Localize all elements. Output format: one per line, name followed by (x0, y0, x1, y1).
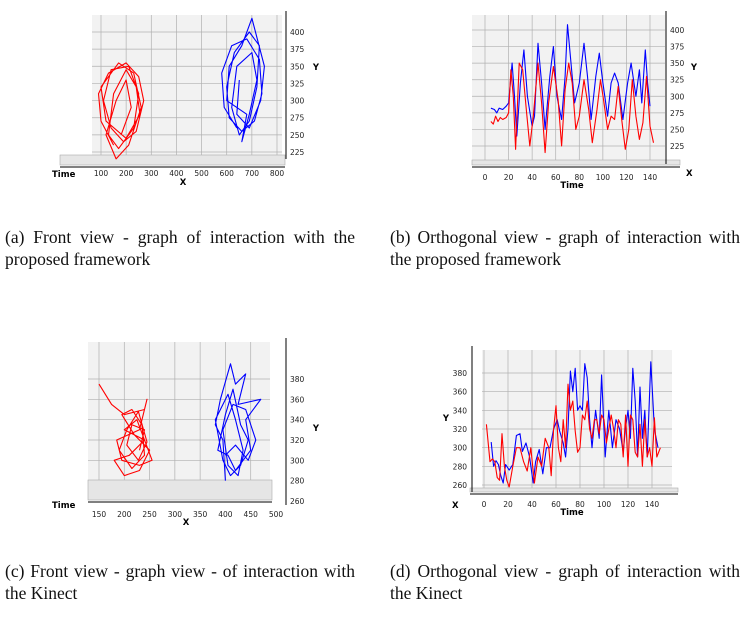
x-tick-label: 60 (551, 500, 561, 509)
x-tick-label: 500 (194, 169, 209, 178)
y-tick-label: 340 (453, 406, 468, 415)
y-axis-label: Y (312, 424, 320, 434)
x-tick-label: 120 (621, 500, 636, 509)
x-tick-label: 20 (503, 500, 513, 509)
x-tick-label: 100 (596, 173, 611, 182)
y-tick-label: 280 (290, 477, 305, 486)
y-tick-label: 380 (290, 375, 305, 384)
y-tick-label: 300 (290, 97, 305, 106)
chart-a: 100 200 300 400 500 600 700 800 225 250 275 300 325 3… (52, 11, 320, 188)
x-tick-label: 40 (527, 500, 537, 509)
x-tick-label: 120 (619, 173, 634, 182)
x-axis-label: Time (560, 181, 584, 191)
x-tick-label: 0 (482, 500, 487, 509)
x-tick-label: 20 (504, 173, 514, 182)
y-axis-label: Y (442, 414, 450, 424)
x-tick-label: 300 (168, 510, 183, 519)
y-tick-label: 225 (290, 148, 305, 157)
y-tick-label: 260 (290, 497, 305, 506)
x-tick-label: 150 (92, 510, 107, 519)
floor-pane (59, 154, 286, 166)
chart-c: 150 200 250 300 350 400 450 500 260 280 300 320 340 3… (52, 338, 320, 528)
y-tick-label: 260 (453, 481, 468, 490)
z-axis-label: X (452, 501, 459, 511)
caption-c: (c) Front view - graph view - of interac… (5, 561, 355, 603)
y-axis-label: Y (690, 63, 698, 73)
y-tick-label: 250 (290, 131, 305, 140)
x-tick-label: 500 (269, 510, 284, 519)
x-tick-label: 140 (643, 173, 658, 182)
caption-d: (d) Orthogonal view - graph of interacti… (390, 561, 740, 603)
series-line-blue (490, 361, 659, 484)
z-axis-label: X (686, 169, 693, 179)
x-axis-label: X (180, 178, 187, 188)
x-tick-label: 700 (245, 169, 260, 178)
z-axis-label: Time (52, 170, 76, 180)
series-line-blue (221, 17, 265, 143)
y-tick-label: 340 (290, 416, 305, 425)
series-line-blue (214, 363, 262, 481)
x-axis-label: Time (560, 508, 584, 518)
x-tick-label: 140 (645, 500, 660, 509)
x-tick-label: 400 (169, 169, 184, 178)
x-tick-label: 300 (144, 169, 159, 178)
y-tick-label: 275 (670, 109, 685, 118)
y-tick-label: 300 (453, 444, 468, 453)
floor-pane (471, 159, 681, 166)
chart-d: 0 20 40 60 80 100 120 140 260 280 300 320 340 360 380 T… (442, 346, 679, 518)
y-tick-label: 360 (453, 388, 468, 397)
x-tick-label: 450 (244, 510, 259, 519)
chart-b: 0 20 40 60 80 100 120 140 225 250 275 300 325 350 375 4… (471, 11, 698, 191)
y-tick-label: 375 (670, 43, 685, 52)
x-tick-label: 40 (527, 173, 537, 182)
x-tick-label: 200 (117, 510, 132, 519)
x-tick-label: 400 (218, 510, 233, 519)
y-tick-label: 300 (670, 92, 685, 101)
floor-pane (87, 479, 273, 501)
y-tick-label: 400 (670, 26, 685, 35)
y-tick-label: 360 (290, 395, 305, 404)
x-tick-label: 80 (575, 173, 585, 182)
x-tick-label: 350 (193, 510, 208, 519)
x-tick-label: 100 (597, 500, 612, 509)
back-pane (88, 342, 270, 480)
floor-pane (469, 487, 679, 493)
y-tick-label: 320 (290, 436, 305, 445)
y-tick-label: 375 (290, 45, 305, 54)
y-tick-label: 300 (290, 456, 305, 465)
y-tick-label: 280 (453, 462, 468, 471)
y-tick-label: 325 (670, 76, 685, 85)
y-tick-label: 320 (453, 425, 468, 434)
y-axis-label: Y (312, 63, 320, 73)
y-tick-label: 350 (290, 62, 305, 71)
x-tick-label: 60 (551, 173, 561, 182)
y-tick-label: 400 (290, 28, 305, 37)
z-axis-label: Time (52, 501, 76, 511)
series-line-red (485, 383, 661, 488)
caption-b: (b) Orthogonal view - graph of interacti… (390, 227, 740, 269)
x-tick-label: 800 (270, 169, 285, 178)
x-tick-label: 200 (119, 169, 134, 178)
y-tick-label: 325 (290, 79, 305, 88)
x-tick-label: 250 (142, 510, 157, 519)
x-tick-label: 100 (94, 169, 109, 178)
series-line-red (98, 383, 153, 477)
y-tick-label: 275 (290, 114, 305, 123)
x-tick-label: 600 (220, 169, 235, 178)
y-tick-label: 350 (670, 59, 685, 68)
x-tick-label: 80 (575, 500, 585, 509)
x-tick-label: 0 (483, 173, 488, 182)
series-line-red (97, 62, 145, 160)
series-line-red (490, 62, 655, 154)
y-tick-label: 225 (670, 142, 685, 151)
y-tick-label: 380 (453, 369, 468, 378)
y-tick-label: 250 (670, 125, 685, 134)
x-axis-label: X (183, 518, 190, 528)
caption-a: (a) Front view - graph of interaction wi… (5, 227, 355, 269)
series-line-blue (490, 24, 651, 137)
